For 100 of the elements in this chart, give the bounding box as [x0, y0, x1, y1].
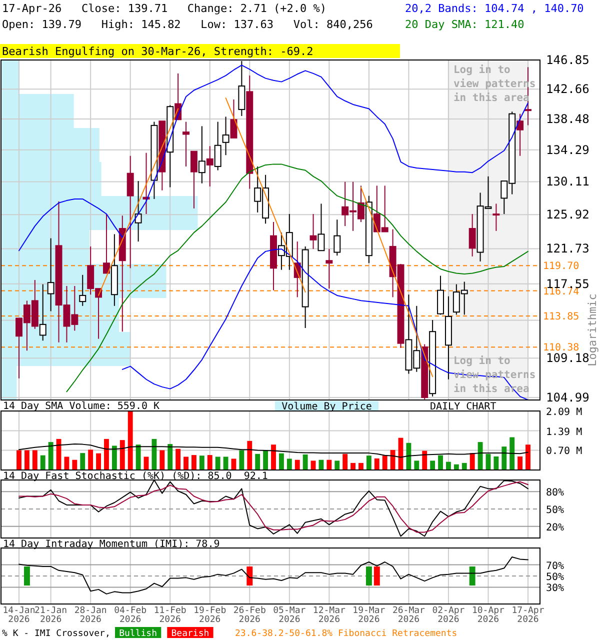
bar — [120, 440, 125, 470]
bar — [294, 460, 300, 470]
x-tick-label: 19-Feb 2026 — [194, 606, 226, 625]
bar — [390, 450, 396, 470]
bar — [255, 454, 260, 470]
x-tick-label: 02-Apr 2026 — [432, 606, 466, 625]
candlestick — [468, 214, 476, 257]
chart-title: 14 Day SMA Volume: 559.0 K — [3, 401, 160, 412]
annotation: DAILY CHART — [430, 402, 496, 412]
x-tick-label: 28-Jan 2026 — [74, 606, 107, 625]
bar — [350, 462, 356, 470]
y-tick-label: 0.70 M — [546, 446, 582, 458]
candlestick — [134, 180, 142, 242]
text: Bearish — [171, 629, 210, 639]
bar — [192, 455, 196, 470]
bar — [112, 446, 117, 470]
bar — [358, 462, 364, 470]
candlestick — [47, 238, 54, 312]
candlestick — [318, 203, 325, 252]
bar — [239, 450, 244, 470]
bar — [263, 450, 268, 470]
candlestick — [334, 219, 341, 256]
candlestick — [492, 203, 500, 232]
bar — [207, 455, 212, 470]
y-tick-label: 50% — [546, 505, 564, 516]
bar — [199, 456, 204, 470]
text: 20,2 Bands: 104.74 , 140.70 — [405, 2, 584, 15]
candlestick — [437, 275, 444, 316]
y-tick-label: 50% — [546, 572, 564, 583]
candlestick — [39, 284, 46, 342]
bar — [88, 450, 94, 470]
candlestick — [326, 248, 333, 290]
bar — [502, 446, 507, 470]
bar — [430, 460, 436, 470]
bar — [422, 450, 428, 470]
chart-title: 14 Day Intraday Momentum (IMI): 78.9 — [3, 539, 220, 550]
legend-title: % K - IMI Crossover, — [2, 629, 110, 639]
text: Bullish — [119, 629, 158, 639]
ref-line-label: 110.38 — [543, 342, 580, 354]
y-tick-label: 125.92 — [546, 208, 590, 222]
candlestick — [310, 214, 317, 250]
bar — [374, 458, 380, 470]
candlestick — [214, 121, 222, 171]
bar — [494, 456, 499, 470]
bar — [366, 456, 372, 470]
bar — [326, 460, 332, 470]
y-tick-label: 80% — [546, 488, 564, 499]
bar — [24, 450, 30, 470]
bar — [40, 455, 46, 470]
bar — [302, 454, 308, 470]
bar — [72, 460, 78, 470]
bar — [278, 453, 284, 470]
candlestick — [79, 274, 86, 306]
bar — [136, 444, 141, 470]
x-tick-label: 21-Jan 2026 — [34, 606, 68, 625]
candlestick — [198, 126, 206, 184]
bar — [16, 450, 22, 470]
bar — [176, 448, 181, 470]
candlestick — [182, 121, 190, 167]
candlestick — [103, 214, 110, 274]
chart-title: 17-Apr-26 Close: 139.71 Change: 2.71 (+2.0 %) — [2, 2, 327, 15]
bar — [152, 438, 157, 470]
bar — [462, 462, 467, 470]
text: 20 Day SMA: 121.40 — [405, 18, 524, 31]
line-series — [18, 444, 528, 458]
bar — [518, 456, 523, 470]
y-tick-label: 130.11 — [546, 174, 590, 189]
bar — [454, 464, 459, 470]
bar — [48, 442, 54, 470]
bar — [168, 444, 173, 470]
x-tick-label: 14-Jan 2026 — [2, 606, 36, 625]
x-tick-label: 26-Mar 2026 — [392, 606, 426, 625]
ref-line-label: 119.70 — [543, 261, 580, 272]
bar — [247, 440, 252, 470]
bar — [215, 456, 220, 470]
candlestick — [222, 116, 230, 156]
y-tick-label: 134.29 — [546, 142, 590, 157]
y-tick-label: 146.85 — [546, 53, 590, 67]
bar — [446, 462, 451, 470]
bar — [80, 453, 86, 470]
candlestick — [516, 113, 524, 156]
x-tick-label: 04-Feb 2026 — [114, 606, 147, 625]
bar — [334, 460, 340, 470]
y-tick-label: 138.48 — [546, 112, 590, 126]
x-tick-label: 10-Apr 2026 — [472, 606, 506, 625]
bar — [406, 442, 412, 470]
y-tick-label: 70% — [546, 560, 564, 572]
bar — [438, 455, 443, 470]
bar — [286, 458, 292, 470]
text: Bearish Engulfing on 30-Mar-26, Strength: -69.2 — [2, 45, 314, 58]
bar — [96, 453, 101, 470]
ref-line-label: 113.85 — [543, 312, 580, 323]
x-tick-label: 11-Feb 2026 — [154, 606, 186, 625]
y-tick-label: 20% — [546, 522, 564, 534]
text: 23.6-38.2-50-61.8% Fibonacci Retracements — [235, 629, 458, 639]
bar — [342, 454, 348, 470]
y-tick-label: 104.99 — [546, 390, 590, 405]
candlestick — [206, 146, 214, 187]
bar — [510, 437, 515, 470]
x-tick-label: 05-Mar 2026 — [273, 606, 306, 625]
